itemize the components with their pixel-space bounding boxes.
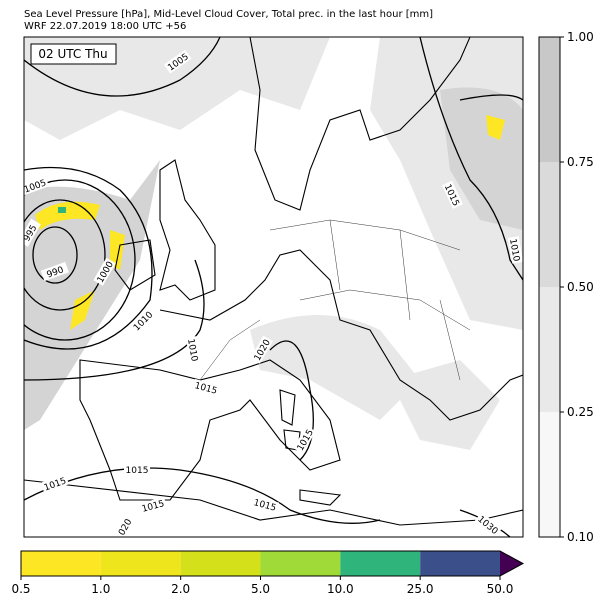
isobar-label-bg bbox=[441, 180, 463, 209]
colorbar-extension bbox=[500, 551, 523, 576]
coastline bbox=[249, 37, 471, 211]
colorbar-bin bbox=[340, 551, 421, 576]
time-label: 02 UTC Thu bbox=[38, 47, 107, 61]
tick-label: 50.0 bbox=[487, 582, 514, 596]
isobar bbox=[24, 199, 106, 311]
tick-label: 1.00 bbox=[567, 30, 594, 44]
isobar-label: 1015 bbox=[126, 466, 149, 476]
isobar bbox=[459, 94, 523, 101]
cloud-area bbox=[250, 315, 420, 420]
isobar-label-bg bbox=[250, 335, 273, 364]
isobar bbox=[419, 37, 523, 281]
colorbar-bin bbox=[260, 551, 341, 576]
isobar bbox=[32, 226, 78, 284]
isobar-label: 1010 bbox=[507, 238, 521, 263]
tick-label: 25.0 bbox=[407, 582, 434, 596]
coastline bbox=[159, 159, 216, 301]
colorbar-bin bbox=[21, 551, 101, 576]
colorbar-frame bbox=[20, 550, 525, 577]
precip-area bbox=[35, 115, 505, 330]
tick-label: 2.0 bbox=[171, 582, 190, 596]
isobar-label-bg bbox=[474, 512, 502, 537]
tick-label: 1.0 bbox=[91, 582, 110, 596]
isobar-label-bg bbox=[163, 49, 192, 74]
isobar-label: 1010 bbox=[185, 338, 199, 363]
colorbar-bin bbox=[539, 287, 560, 412]
time-box bbox=[30, 43, 117, 65]
isobar-label-bg bbox=[24, 175, 49, 196]
isobar-label-bg bbox=[113, 512, 136, 537]
title-line1: Sea Level Pressure [hPa], Mid-Level Clou… bbox=[24, 9, 433, 20]
colorbar-bin bbox=[539, 412, 560, 537]
isobar-label-bg bbox=[124, 464, 150, 475]
colorbar-bin bbox=[100, 551, 181, 576]
isobar bbox=[24, 166, 153, 350]
isobar-label-bg bbox=[129, 307, 156, 334]
tick-label: 0.5 bbox=[11, 582, 30, 596]
coastline bbox=[114, 239, 156, 291]
isobar-label-bg bbox=[24, 218, 41, 247]
isobar bbox=[24, 179, 136, 341]
tick-label: 5.0 bbox=[251, 582, 270, 596]
coastline bbox=[79, 359, 341, 501]
precip-colorbar: 0.5 1.0 2.0 5.0 10.0 25.0 50.0 bbox=[11, 550, 525, 596]
coastline bbox=[159, 249, 523, 421]
colorbar-bin bbox=[539, 37, 560, 162]
isobar-label-bg bbox=[40, 473, 69, 494]
tick-label: 0.50 bbox=[567, 280, 594, 294]
isobar-label-bg bbox=[185, 336, 202, 364]
tick-label: 0.25 bbox=[567, 405, 594, 419]
colorbar-bin bbox=[539, 162, 560, 287]
tick-label: 10.0 bbox=[327, 582, 354, 596]
precip-area bbox=[58, 207, 66, 213]
isobar-label-bg bbox=[192, 378, 221, 397]
tick-label: 0.75 bbox=[567, 155, 594, 169]
isobar-label-bg bbox=[507, 236, 523, 264]
isobar-label-bg bbox=[40, 261, 69, 282]
tick-label: 0.10 bbox=[567, 530, 594, 544]
isobar-label-bg bbox=[251, 495, 280, 514]
isobar-label-bg bbox=[293, 425, 316, 454]
isobar-label-bg bbox=[93, 257, 116, 286]
isobar bbox=[269, 340, 314, 461]
cloud-area bbox=[390, 360, 500, 450]
colorbar-bin bbox=[180, 551, 261, 576]
map-frame bbox=[23, 36, 524, 538]
isobar-label-bg bbox=[138, 496, 167, 515]
country-border bbox=[199, 219, 471, 381]
isobar bbox=[24, 37, 221, 97]
colorbar-bin bbox=[420, 551, 500, 576]
cloud-colorbar: 0.10 0.25 0.50 0.75 1.00 bbox=[538, 30, 594, 544]
title-line2: WRF 22.07.2019 18:00 UTC +56 bbox=[24, 21, 186, 32]
isobar bbox=[24, 467, 381, 524]
